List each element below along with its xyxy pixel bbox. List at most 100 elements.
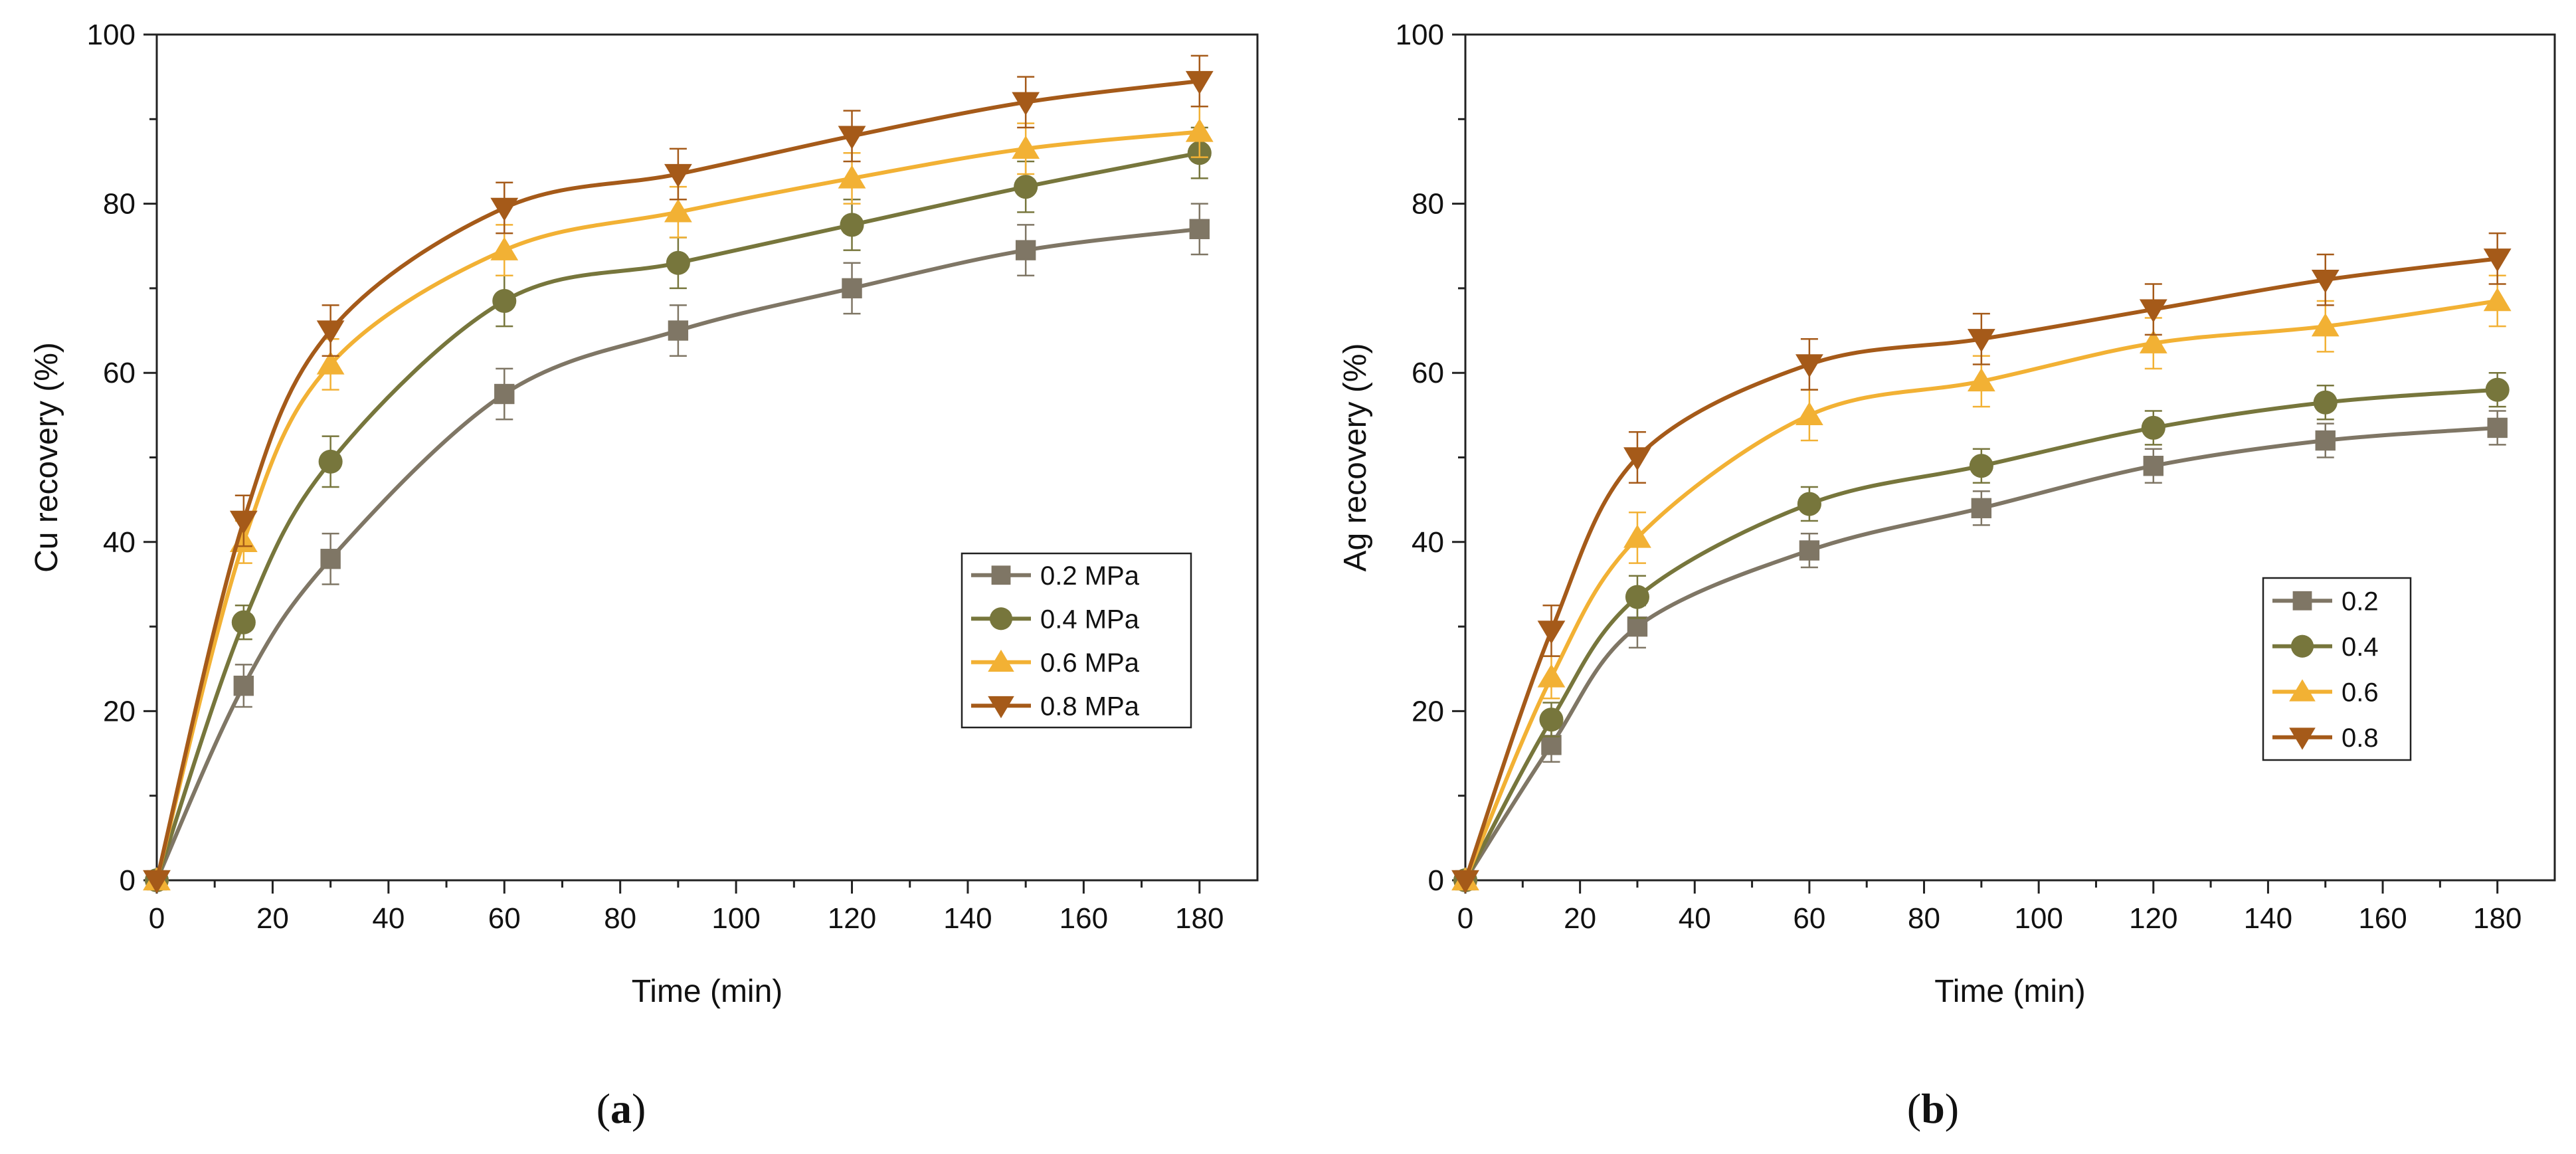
data-point [1967,367,1995,392]
data-point [320,549,341,569]
data-point [1967,329,1995,353]
data-point [1795,401,1823,426]
data-point [143,870,171,894]
x-tick-label: 140 [943,902,992,935]
data-point [492,288,517,314]
data-point [1185,118,1214,142]
data-point [664,163,692,187]
x-tick-label: 80 [1908,902,1940,935]
data-point [231,610,256,634]
x-tick-label: 60 [1793,902,1825,935]
data-point [2315,430,2336,451]
panel-label-letter: b [1921,1085,1945,1132]
series-0-8-mpa [143,54,1214,894]
y-axis-title: Cu recovery (%) [29,342,64,573]
series-line [155,79,1200,881]
data-point [1627,616,1648,637]
x-tick-label: 60 [488,902,521,935]
legend-label: 0.8 [2342,723,2379,753]
legend-label: 0.8 MPa [1040,692,1140,721]
data-point [1539,708,1564,732]
data-point [1969,454,1993,478]
data-point [2139,330,2167,353]
x-tick-label: 140 [2244,902,2292,935]
data-point [1012,92,1040,116]
x-tick-label: 160 [1059,902,1108,935]
y-tick-label: 100 [87,19,136,51]
data-point [1541,735,1562,755]
data-point [316,320,345,344]
series-line [155,227,1200,882]
x-axis-title: Time (min) [632,974,783,1009]
legend: 0.2 MPa 0.4 MPa 0.6 MPa 0.8 MPa [961,552,1192,729]
x-tick-label: 120 [828,902,876,935]
panel-label: (a) [597,1085,646,1132]
series-0-2-mpa [146,203,1210,891]
x-axis-title: Time (min) [1934,974,2086,1009]
y-tick-label: 0 [1428,864,1444,897]
x-tick-label: 20 [256,902,289,935]
series-0-4-mpa [144,126,1212,893]
data-point [1795,354,1823,378]
x-tick-label: 180 [1175,902,1224,935]
x-tick-label: 40 [372,902,405,935]
y-tick-label: 100 [1396,19,1444,51]
x-tick-label: 80 [604,902,636,935]
data-point [1189,219,1210,239]
data-point [1537,621,1566,644]
x-tick-label: 40 [1679,902,1711,935]
legend-box [2262,577,2412,761]
legend-marker [2289,727,2316,750]
legend-marker [991,565,1011,585]
legend-label: 0.6 [2342,678,2379,707]
legend-label: 0.6 MPa [1040,648,1140,678]
data-point [2313,390,2338,415]
data-point [2483,248,2512,272]
panel-label: (b) [1907,1085,1959,1132]
data-point [840,213,864,237]
data-point [1797,492,1821,516]
y-tick-label: 0 [120,864,136,897]
data-point [1623,524,1651,548]
legend-marker [2290,634,2314,658]
data-point [1537,664,1566,688]
series-0-6 [1451,274,2512,891]
legend-marker [989,607,1013,630]
data-point [2139,299,2167,323]
x-tick-label: 100 [711,902,760,935]
data-point [1015,240,1036,260]
y-tick-label: 40 [1412,526,1444,559]
data-point [233,676,254,696]
legend-marker [2289,679,2316,702]
data-point [2311,313,2340,337]
x-tick-label: 20 [1564,902,1596,935]
data-point [2311,269,2340,294]
data-point [490,197,519,221]
data-point [494,383,515,405]
series-line [1463,387,2498,882]
series-0-2 [1455,410,2508,891]
data-point [1012,135,1040,159]
data-point [490,237,519,260]
x-tick-label: 0 [1457,902,1473,935]
legend: 0.2 0.4 0.6 0.8 [2262,577,2412,761]
y-tick-label: 80 [1412,188,1444,221]
data-point [318,449,343,474]
data-point [2485,377,2510,402]
y-axis-title: Ag recovery (%) [1338,343,1373,571]
series-0-8 [1451,232,2512,894]
y-tick-label: 40 [103,526,136,559]
y-tick-label: 20 [1412,695,1444,727]
data-point [838,126,866,149]
panel-label-letter: a [610,1085,632,1132]
y-tick-label: 80 [103,188,136,221]
y-tick-label: 60 [1412,357,1444,389]
data-point [664,199,692,223]
data-point [1971,498,1992,519]
x-tick-label: 100 [2014,902,2063,935]
data-point [668,320,689,341]
data-point [316,351,345,375]
data-point [2141,415,2165,440]
data-point [1625,585,1649,609]
